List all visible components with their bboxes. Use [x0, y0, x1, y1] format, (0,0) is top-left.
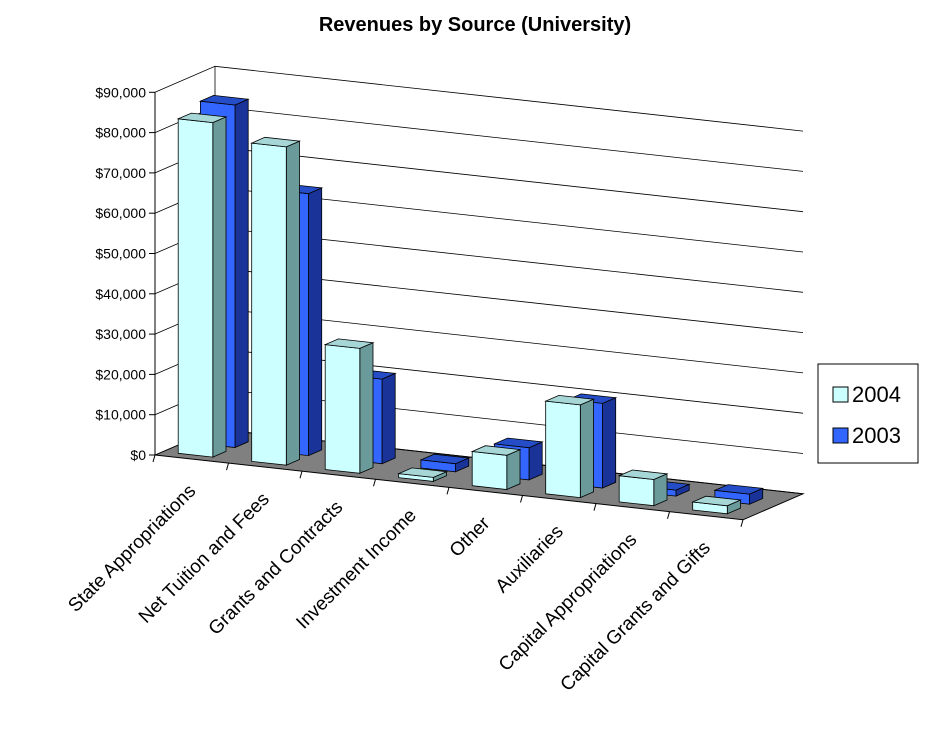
- bar-2004-8: [691, 495, 743, 515]
- bar-top-face: [492, 437, 544, 449]
- bar-top-face: [617, 469, 669, 480]
- y-tick-label: $0: [130, 447, 146, 463]
- bar-2004-3: [323, 338, 375, 474]
- y-tick-label: $40,000: [95, 286, 146, 302]
- legend: 2004 2003: [817, 363, 919, 464]
- bar-top-face: [419, 453, 471, 465]
- bar-2004-2: [250, 136, 302, 466]
- bar-2004-6: [544, 394, 596, 499]
- legend-box: [817, 363, 919, 464]
- x-tick-mark: [520, 495, 523, 503]
- legend-label-2004: 2004: [852, 382, 901, 407]
- legend-label-2003: 2003: [852, 423, 901, 448]
- chart-title: Revenues by Source (University): [319, 14, 631, 36]
- x-tick-mark: [152, 454, 156, 463]
- y-tick-label: $20,000: [95, 366, 146, 382]
- y-tick-label: $10,000: [95, 407, 146, 423]
- bar-top-face: [713, 484, 765, 495]
- x-tick-mark: [446, 487, 450, 495]
- y-tick-label: $90,000: [95, 84, 146, 100]
- bar-side-face: [602, 397, 617, 489]
- bar-top-face: [691, 495, 743, 507]
- legend-swatch-2003: [832, 427, 849, 444]
- bar-top-face: [198, 94, 250, 106]
- bar-top-face: [176, 112, 228, 124]
- x-tick-mark: [740, 519, 744, 527]
- y-tick-label: $80,000: [95, 125, 146, 141]
- x-tick-mark: [593, 503, 597, 511]
- x-tick-mark: [299, 471, 303, 479]
- bar-2003-4: [419, 453, 471, 473]
- bar-top-face: [544, 394, 596, 406]
- x-category-label: Capital Appropriations: [495, 529, 641, 675]
- bar-side-face: [359, 342, 374, 474]
- bar-side-face: [308, 187, 323, 457]
- x-tick-mark: [226, 462, 229, 471]
- y-tick-label: $30,000: [95, 326, 146, 342]
- bar-2004-1: [176, 112, 228, 458]
- bar-side-face: [579, 398, 594, 499]
- bar-side-face: [285, 140, 300, 466]
- bar-side-face: [234, 98, 249, 449]
- bar-top-face: [250, 136, 302, 148]
- bar-2004-4: [397, 467, 449, 483]
- bar-top-face: [323, 338, 375, 349]
- bar-side-face: [506, 448, 521, 491]
- bar-front-face: [471, 451, 508, 490]
- bar-front-face: [545, 400, 581, 499]
- gridline: [154, 65, 804, 132]
- bar-top-face: [397, 467, 449, 478]
- bar-front-face: [324, 344, 361, 474]
- bar-side-face: [212, 116, 227, 458]
- x-category-label: Auxiliaries: [492, 521, 568, 597]
- x-category-label: Other: [446, 513, 495, 562]
- x-tick-mark: [667, 511, 670, 519]
- bar-front-face: [618, 475, 655, 507]
- x-category-label: Capital Grants and Gifts: [557, 537, 715, 695]
- bar-front-face: [177, 118, 214, 458]
- bar-side-face: [381, 372, 396, 465]
- y-tick-label: $60,000: [95, 205, 146, 221]
- legend-swatch-2004: [832, 386, 849, 403]
- y-tick-label: $70,000: [95, 165, 146, 181]
- bar-2004-7: [617, 469, 669, 507]
- bar-top-face: [470, 445, 522, 456]
- bar-side-face: [528, 441, 543, 481]
- bar-2004-5: [470, 445, 522, 491]
- y-tick-label: $50,000: [95, 246, 146, 262]
- x-tick-mark: [373, 479, 376, 487]
- bar-front-face: [251, 142, 287, 466]
- x-category-label: Grants and Contracts: [205, 497, 348, 640]
